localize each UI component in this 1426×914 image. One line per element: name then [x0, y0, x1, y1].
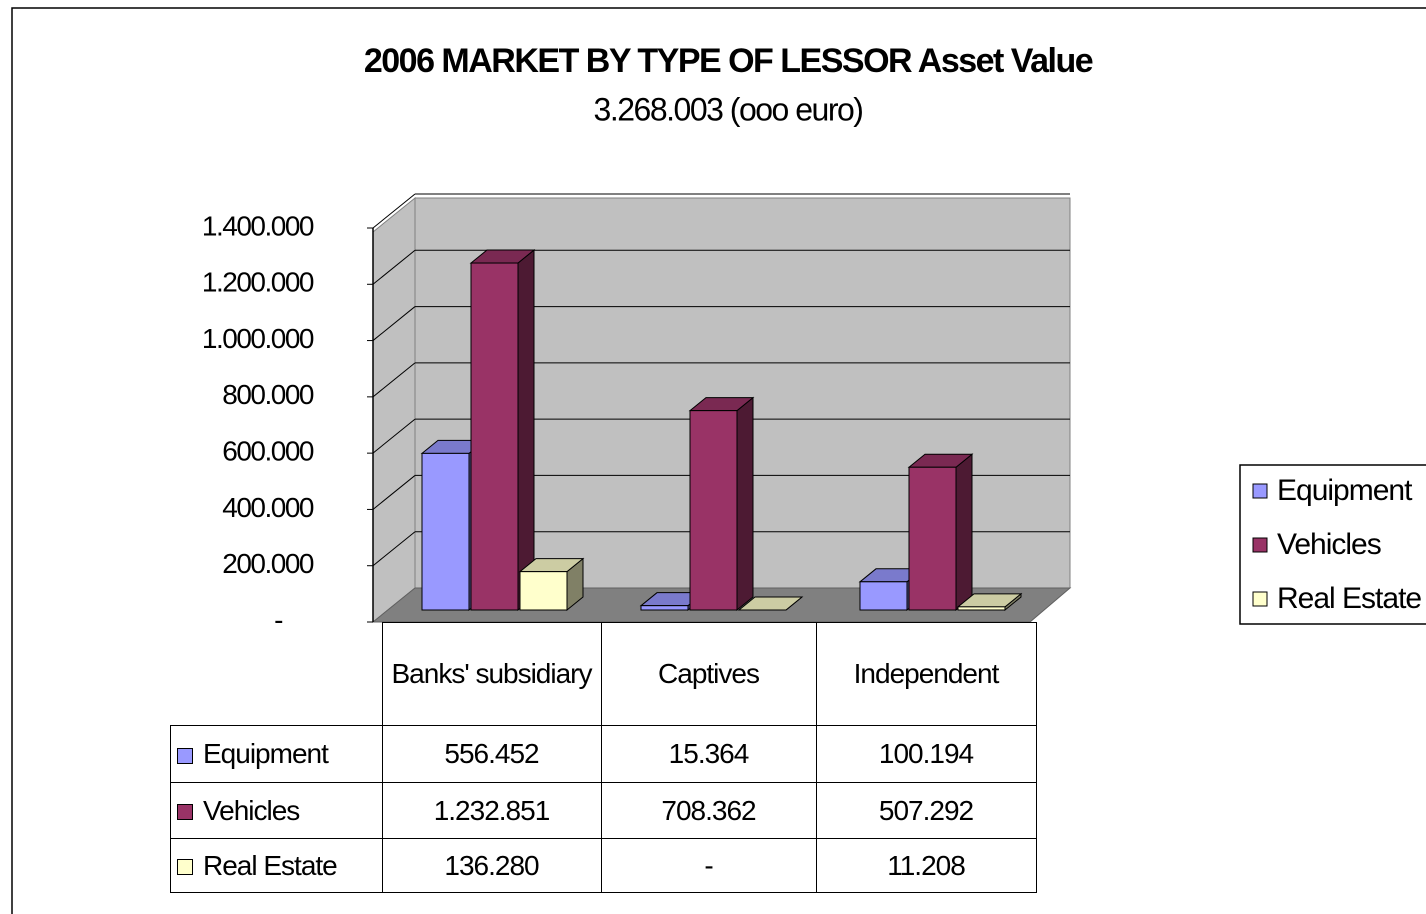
legend-label: Vehicles: [1277, 528, 1381, 561]
y-tick-label: 400.000: [222, 492, 314, 523]
table-row: Real Estate 136.280-11.208: [170, 838, 1037, 893]
bar: [640, 605, 689, 611]
table-swatch: [177, 859, 193, 876]
y-tick-label: -: [274, 604, 283, 635]
grid-line: [372, 306, 416, 341]
table-row: Equipment 556.452 15.364 100.194: [170, 725, 1037, 783]
table-value: 556.452: [381, 725, 602, 783]
table-category: Captives: [600, 622, 817, 726]
y-tick-label: 600.000: [222, 436, 314, 467]
legend-swatch: [1252, 591, 1268, 607]
side-wall: [372, 196, 416, 624]
table-series-name: Real Estate: [203, 849, 338, 881]
table-series-name: Equipment: [203, 738, 329, 769]
table-series-cell: Equipment: [170, 725, 383, 783]
bar: [957, 606, 1006, 611]
y-tick-label: 1.200.000: [202, 267, 314, 298]
y-tick-label: 200.000: [222, 548, 314, 579]
table-swatch: [177, 747, 193, 764]
table-value: 136.280: [381, 838, 602, 893]
bar: [689, 410, 738, 611]
y-tick-label: 1.400.000: [202, 210, 314, 241]
table-series-cell: Vehicles: [170, 782, 383, 839]
table-value: 708.362: [600, 782, 817, 839]
grid-line: [372, 193, 416, 229]
table-header-row: Banks' subsidiary Captives Independent: [170, 622, 1037, 726]
table-value: 11.208: [815, 838, 1037, 893]
grid-line: [372, 475, 416, 510]
table-value: -: [600, 838, 817, 893]
legend-swatch: [1252, 537, 1268, 553]
table-value: 15.364: [600, 725, 817, 783]
bar: [421, 452, 470, 611]
table-value: 507.292: [815, 782, 1037, 839]
legend: [1239, 464, 1426, 625]
table-swatch: [177, 804, 193, 821]
legend-swatch: [1252, 483, 1268, 499]
bar: [859, 581, 908, 611]
table-category: Banks' subsidiary: [381, 622, 602, 726]
bar-side: [955, 453, 973, 612]
y-tick-label: 800.000: [222, 379, 314, 410]
bar-side: [736, 396, 754, 612]
chart-title: 2006 MARKET BY TYPE OF LESSOR Asset Valu…: [364, 42, 1093, 80]
data-table: Banks' subsidiary Captives Independent Equi…: [170, 622, 1037, 893]
table-value: 100.194: [815, 725, 1037, 783]
grid-line: [372, 418, 416, 454]
table-value: 1.232.851: [381, 782, 602, 839]
grid-line: [372, 531, 416, 567]
bar: [519, 571, 568, 611]
grid-line: [372, 249, 416, 285]
chart-subtitle: 3.268.003 (ooo euro): [594, 91, 863, 127]
bar: [470, 262, 519, 611]
y-tick-label: 1.000.000: [202, 323, 314, 354]
grid-line: [372, 362, 416, 398]
legend-label: Equipment: [1277, 474, 1413, 507]
table-series-cell: Real Estate: [170, 838, 383, 893]
bar-top: [737, 596, 804, 611]
table-corner: [170, 622, 383, 726]
table-row: Vehicles 1.232.851 708.362 507.292: [170, 782, 1037, 839]
bar-side: [517, 248, 535, 612]
legend-label: Real Estate: [1277, 582, 1421, 615]
table-series-name: Vehicles: [203, 794, 300, 826]
bar: [908, 466, 957, 611]
table-category: Independent: [815, 622, 1037, 726]
